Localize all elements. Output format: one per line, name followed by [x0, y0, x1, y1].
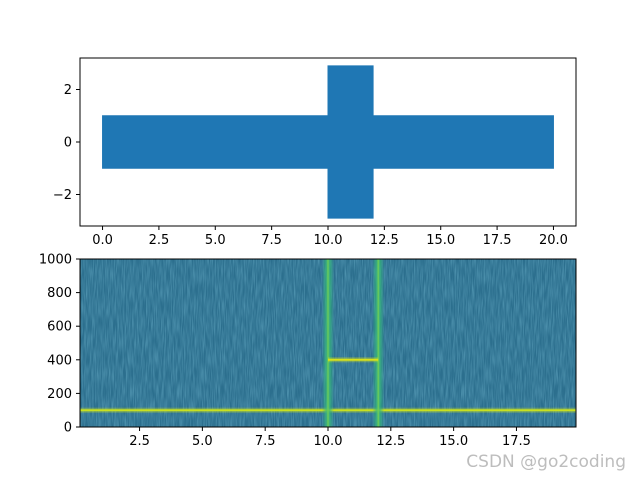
top-xtick-label: 15.0 [426, 233, 455, 248]
signal-envelope [102, 65, 554, 219]
top-axes: 0.0 2.5 5.0 7.5 10.0 12.5 15.0 17.5 20.0 −2 0 2 [53, 57, 577, 248]
top-xtick-label: 10.0 [314, 233, 343, 248]
bottom-ytick-label: 800 [47, 286, 72, 301]
top-ytick-label: 0 [64, 136, 72, 151]
spectrogram-area [80, 259, 576, 427]
bottom-xtick-label: 17.5 [502, 434, 531, 449]
bottom-xtick-label: 15.0 [439, 434, 468, 449]
transient-band [322, 259, 334, 427]
top-ytick-label: 2 [64, 83, 72, 98]
top-x-axis: 0.0 2.5 5.0 7.5 10.0 12.5 15.0 17.5 20.0 [92, 226, 568, 248]
bottom-xtick-label: 10.0 [314, 434, 343, 449]
bottom-ytick-label: 600 [47, 320, 72, 335]
watermark-text: CSDN @go2coding [466, 452, 626, 472]
top-xtick-label: 2.5 [149, 233, 170, 248]
bottom-xtick-label: 12.5 [376, 434, 405, 449]
top-xtick-label: 20.0 [539, 233, 568, 248]
top-ytick-label: −2 [53, 188, 72, 203]
top-y-axis: −2 0 2 [53, 83, 80, 203]
bottom-xtick-label: 5.0 [192, 434, 213, 449]
transient-band [372, 259, 385, 427]
top-xtick-label: 17.5 [483, 233, 512, 248]
bottom-ytick-label: 0 [64, 421, 72, 436]
bottom-y-axis: 0 200 400 600 800 1000 [39, 253, 80, 436]
top-xtick-label: 0.0 [92, 233, 113, 248]
bottom-ytick-label: 200 [47, 387, 72, 402]
bottom-ytick-label: 400 [47, 353, 72, 368]
top-xtick-label: 12.5 [370, 233, 399, 248]
bottom-axes: 2.5 5.0 7.5 10.0 12.5 15.0 17.5 0 200 400 600 800 1… [39, 253, 577, 449]
bottom-xtick-label: 2.5 [129, 434, 150, 449]
bottom-xtick-label: 7.5 [255, 434, 276, 449]
bottom-ytick-label: 1000 [39, 253, 72, 268]
bottom-x-axis: 2.5 5.0 7.5 10.0 12.5 15.0 17.5 [129, 427, 531, 449]
top-xtick-label: 7.5 [261, 233, 282, 248]
top-plot-area [102, 65, 554, 219]
top-xtick-label: 5.0 [205, 233, 226, 248]
